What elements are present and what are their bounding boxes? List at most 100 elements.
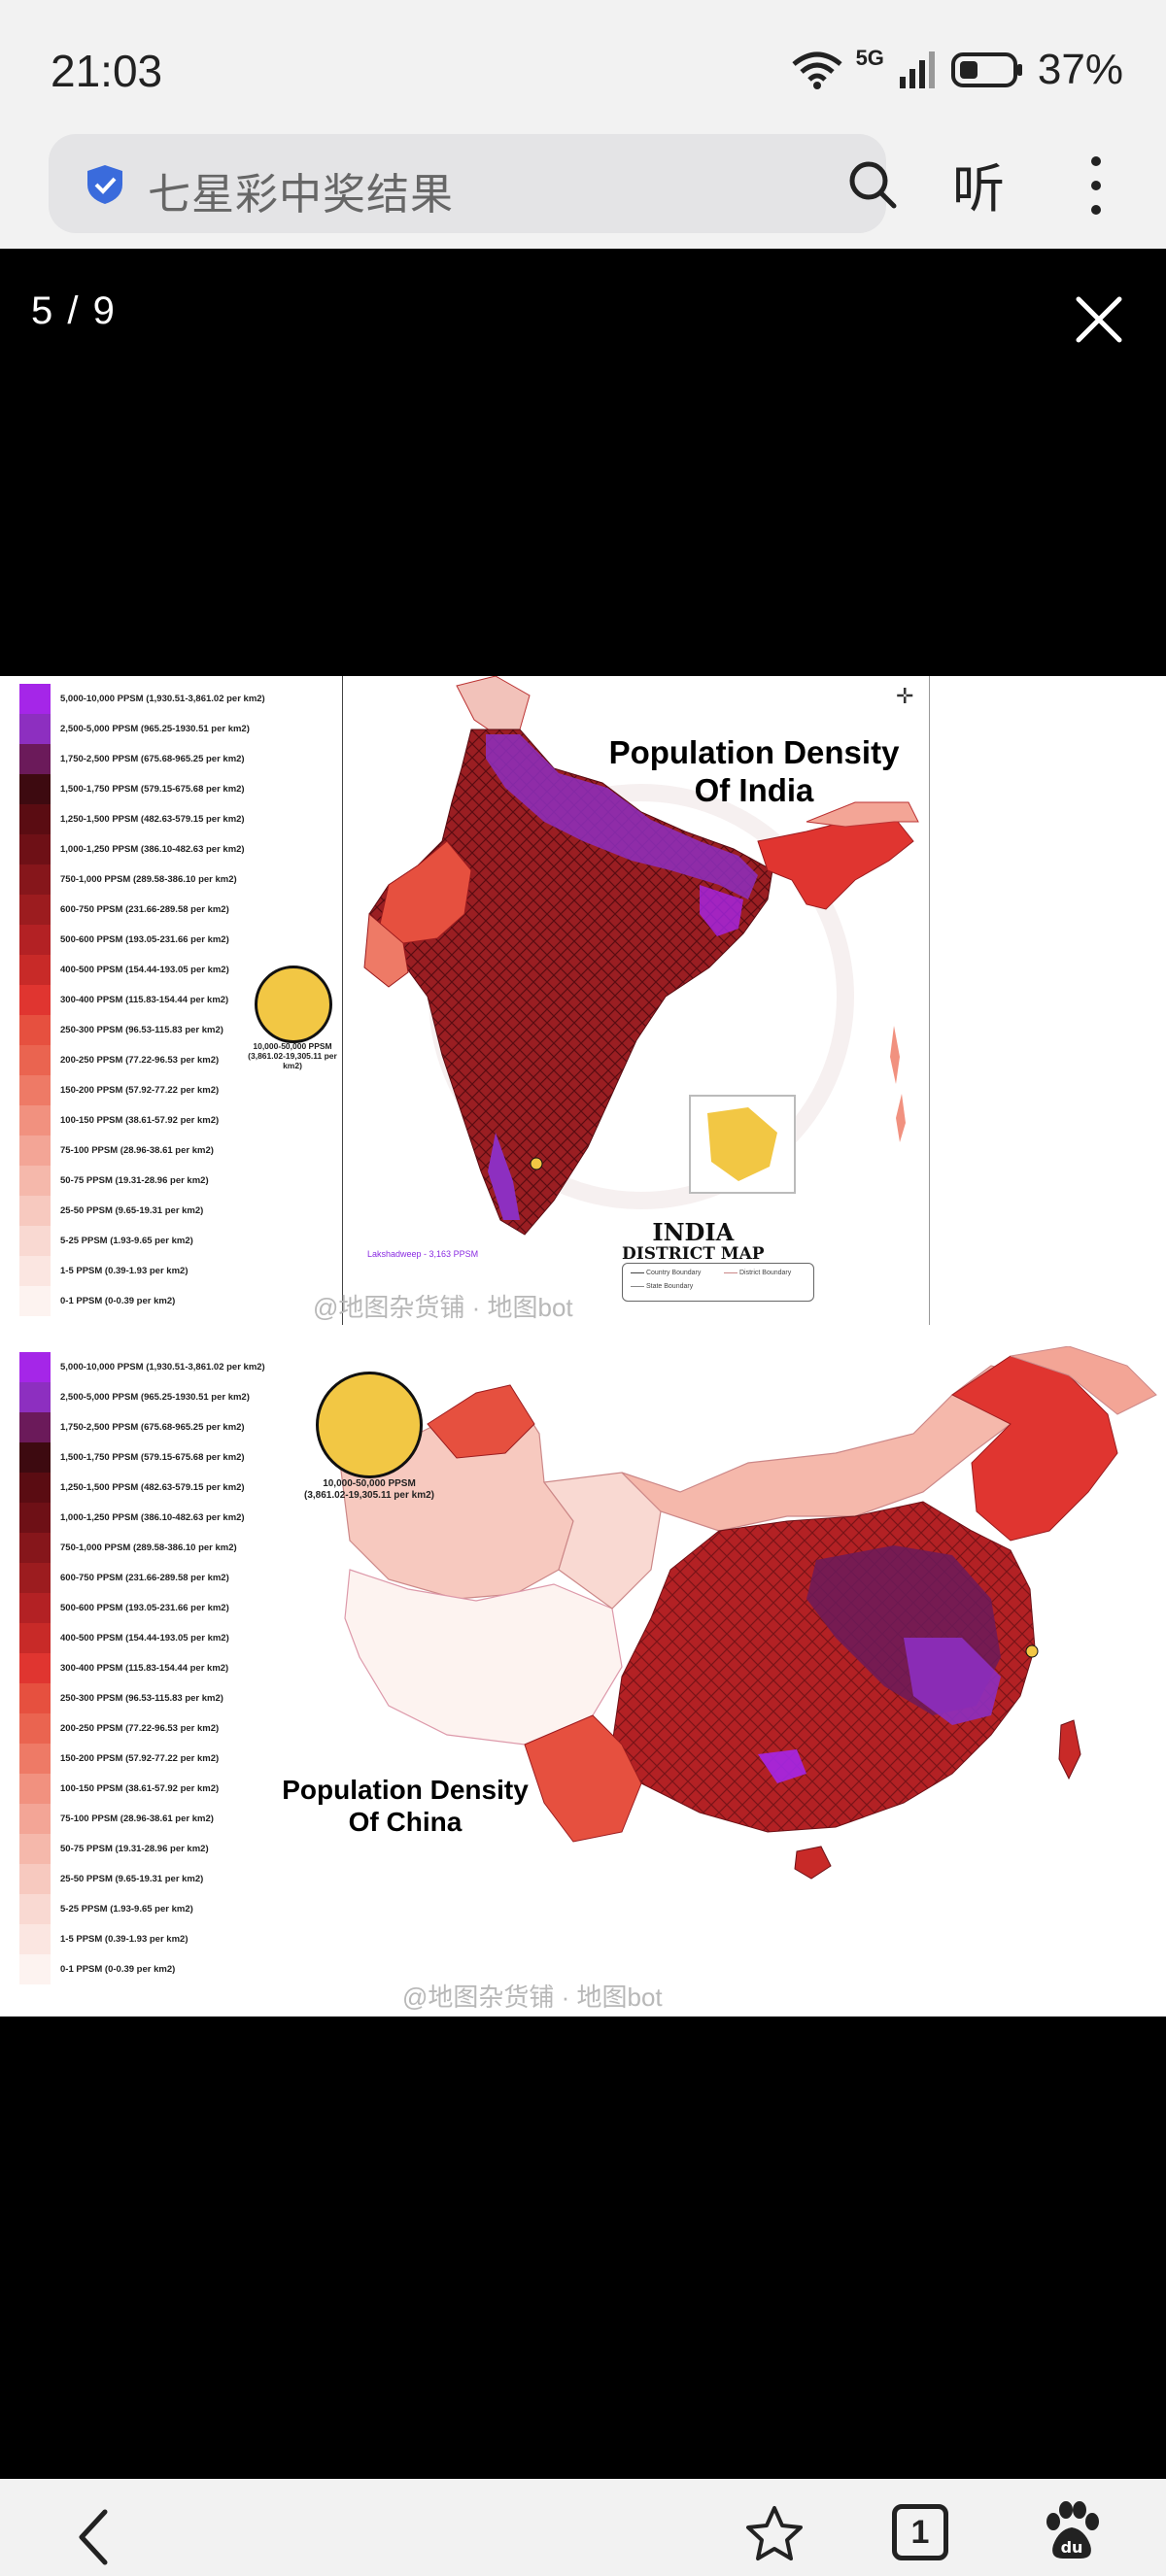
legend-swatch — [19, 1442, 51, 1473]
legend-swatch — [19, 714, 51, 744]
address-query[interactable]: 七星彩中奖结果 — [148, 171, 454, 219]
legend-label: 100-150 PPSM (38.61-57.92 per km2) — [60, 1783, 220, 1794]
boundary-legend-district: District Boundary — [738, 1270, 792, 1276]
legend-row: 2,500-5,000 PPSM (965.25-1930.51 per km2… — [19, 714, 250, 744]
legend-row: 75-100 PPSM (28.96-38.61 per km2) — [19, 1804, 214, 1834]
search-icon[interactable] — [847, 159, 898, 210]
legend-swatch — [19, 1744, 51, 1774]
legend-row: 400-500 PPSM (154.44-193.05 per km2) — [19, 955, 229, 985]
arunachal-region — [806, 801, 919, 828]
legend-row: 500-600 PPSM (193.05-231.66 per km2) — [19, 925, 229, 955]
india-district-title-line2: DISTRICT MAP — [622, 1244, 765, 1264]
tabs-count-button[interactable]: 1 — [892, 2504, 948, 2560]
legend-swatch — [19, 1075, 51, 1105]
india-watermark: @地图杂货铺 · 地图bot — [313, 1293, 573, 1322]
legend-swatch — [19, 1286, 51, 1316]
close-icon[interactable] — [1073, 293, 1125, 346]
baidu-paw-icon[interactable]: du — [1038, 2498, 1106, 2566]
china-yangtze-highlight — [904, 1638, 1001, 1725]
legend-row: 250-300 PPSM (96.53-115.83 per km2) — [19, 1015, 223, 1045]
legend-label: 500-600 PPSM (193.05-231.66 per km2) — [60, 934, 229, 945]
legend-swatch — [19, 1864, 51, 1894]
legend-label: 200-250 PPSM (77.22-96.53 per km2) — [60, 1055, 220, 1066]
legend-row: 50-75 PPSM (19.31-28.96 per km2) — [19, 1834, 209, 1864]
legend-label: 5-25 PPSM (1.93-9.65 per km2) — [60, 1904, 193, 1915]
legend-label: 25-50 PPSM (9.65-19.31 per km2) — [60, 1874, 204, 1884]
bottom-nav: 1 du — [0, 2479, 1166, 2576]
legend-label: 750-1,000 PPSM (289.58-386.10 per km2) — [60, 1542, 237, 1553]
legend-swatch — [19, 1924, 51, 1954]
legend-swatch — [19, 1135, 51, 1166]
legend-row: 1,500-1,750 PPSM (579.15-675.68 per km2) — [19, 1442, 245, 1473]
legend-label: 200-250 PPSM (77.22-96.53 per km2) — [60, 1723, 220, 1734]
india-title-line1: Population Density — [608, 734, 900, 770]
legend-label: 0-1 PPSM (0-0.39 per km2) — [60, 1296, 176, 1306]
listen-button[interactable]: 听 — [952, 160, 1005, 219]
legend-label: 600-750 PPSM (231.66-289.58 per km2) — [60, 904, 229, 915]
hainan-island — [794, 1846, 832, 1880]
legend-swatch — [19, 1563, 51, 1593]
legend-swatch — [19, 1045, 51, 1075]
legend-label: 400-500 PPSM (154.44-193.05 per km2) — [60, 965, 229, 975]
china-map — [339, 1346, 1157, 1880]
legend-label: 0-1 PPSM (0-0.39 per km2) — [60, 1964, 176, 1975]
star-icon[interactable] — [744, 2504, 805, 2564]
legend-swatch — [19, 1503, 51, 1533]
legend-swatch — [19, 895, 51, 925]
china-title: Population Density Of China — [253, 1774, 558, 1838]
legend-swatch — [19, 684, 51, 714]
legend-row: 100-150 PPSM (38.61-57.92 per km2) — [19, 1105, 219, 1135]
china-title-line1: Population Density — [282, 1775, 529, 1805]
legend-swatch — [19, 1166, 51, 1196]
status-time: 21:03 — [51, 46, 163, 96]
legend-label: 1,500-1,750 PPSM (579.15-675.68 per km2) — [60, 1452, 245, 1463]
legend-label: 5-25 PPSM (1.93-9.65 per km2) — [60, 1236, 193, 1246]
legend-label: 75-100 PPSM (28.96-38.61 per km2) — [60, 1813, 214, 1824]
legend-row: 1,000-1,250 PPSM (386.10-482.63 per km2) — [19, 1503, 245, 1533]
boundary-legend-state: State Boundary — [645, 1283, 694, 1290]
back-icon[interactable] — [74, 2508, 113, 2566]
legend-label: 5,000-10,000 PPSM (1,930.51-3,861.02 per… — [60, 694, 265, 704]
shield-icon — [87, 165, 122, 204]
legend-label: 300-400 PPSM (115.83-154.44 per km2) — [60, 1663, 229, 1674]
legend-row: 1,250-1,500 PPSM (482.63-579.15 per km2) — [19, 1473, 245, 1503]
china-bubble-label: 10,000-50,000 PPSM (3,861.02-19,305.11 p… — [292, 1478, 447, 1502]
more-options-icon[interactable] — [1084, 152, 1108, 220]
image-counter: 5 / 9 — [31, 289, 117, 332]
legend-row: 1,250-1,500 PPSM (482.63-579.15 per km2) — [19, 804, 245, 834]
india-district-title-line1: INDIA — [652, 1218, 735, 1246]
legend-label: 1,500-1,750 PPSM (579.15-675.68 per km2) — [60, 784, 245, 795]
compass-icon: ✛ — [896, 684, 914, 708]
legend-label: 1,000-1,250 PPSM (386.10-482.63 per km2) — [60, 1512, 245, 1523]
legend-row: 1,750-2,500 PPSM (675.68-965.25 per km2) — [19, 744, 245, 774]
legend-label: 1,750-2,500 PPSM (675.68-965.25 per km2) — [60, 1422, 245, 1433]
infographic-image[interactable]: 5,000-10,000 PPSM (1,930.51-3,861.02 per… — [0, 676, 1166, 2017]
india-title-line2: Of India — [694, 771, 814, 808]
legend-label: 5,000-10,000 PPSM (1,930.51-3,861.02 per… — [60, 1362, 265, 1373]
india-district-title: INDIA DISTRICT MAP — [622, 1218, 765, 1264]
legend-swatch — [19, 1834, 51, 1864]
legend-swatch — [19, 774, 51, 804]
india-north-region — [456, 676, 531, 735]
legend-swatch — [19, 1713, 51, 1744]
legend-row: 200-250 PPSM (77.22-96.53 per km2) — [19, 1713, 219, 1744]
india-northeast — [757, 816, 914, 910]
lakshadweep-label: Lakshadweep - 3,163 PPSM — [367, 1249, 479, 1259]
andaman-islands-south — [896, 1094, 906, 1142]
legend-row: 25-50 PPSM (9.65-19.31 per km2) — [19, 1864, 203, 1894]
legend-row: 1,000-1,250 PPSM (386.10-482.63 per km2) — [19, 834, 245, 864]
legend-row: 150-200 PPSM (57.92-77.22 per km2) — [19, 1075, 219, 1105]
legend-row: 100-150 PPSM (38.61-57.92 per km2) — [19, 1774, 219, 1804]
china-xinjiang-north — [427, 1384, 535, 1459]
china-legend: 5,000-10,000 PPSM (1,930.51-3,861.02 per… — [19, 1352, 340, 1993]
india-legend: 5,000-10,000 PPSM (1,930.51-3,861.02 per… — [19, 684, 340, 1325]
legend-label: 2,500-5,000 PPSM (965.25-1930.51 per km2… — [60, 724, 250, 734]
india-title: Population Density Of India — [579, 734, 929, 810]
address-bar[interactable]: 七星彩中奖结果 — [49, 134, 897, 233]
legend-label: 150-200 PPSM (57.92-77.22 per km2) — [60, 1753, 220, 1764]
legend-label: 1-5 PPSM (0.39-1.93 per km2) — [60, 1934, 189, 1945]
network-type: 5G — [855, 46, 884, 70]
china-heilongjiang — [1010, 1346, 1157, 1415]
legend-swatch — [19, 1105, 51, 1135]
kerala-highlight — [488, 1133, 520, 1220]
